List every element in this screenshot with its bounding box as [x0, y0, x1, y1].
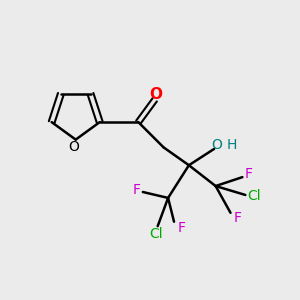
Text: O: O	[150, 87, 163, 102]
Text: O: O	[212, 138, 223, 152]
Text: O: O	[68, 140, 79, 154]
Text: F: F	[234, 211, 242, 225]
Text: F: F	[178, 221, 185, 235]
Text: H: H	[226, 138, 237, 152]
Text: Cl: Cl	[149, 226, 163, 241]
Text: F: F	[245, 167, 253, 181]
Text: F: F	[132, 183, 140, 196]
Text: Cl: Cl	[248, 189, 261, 203]
